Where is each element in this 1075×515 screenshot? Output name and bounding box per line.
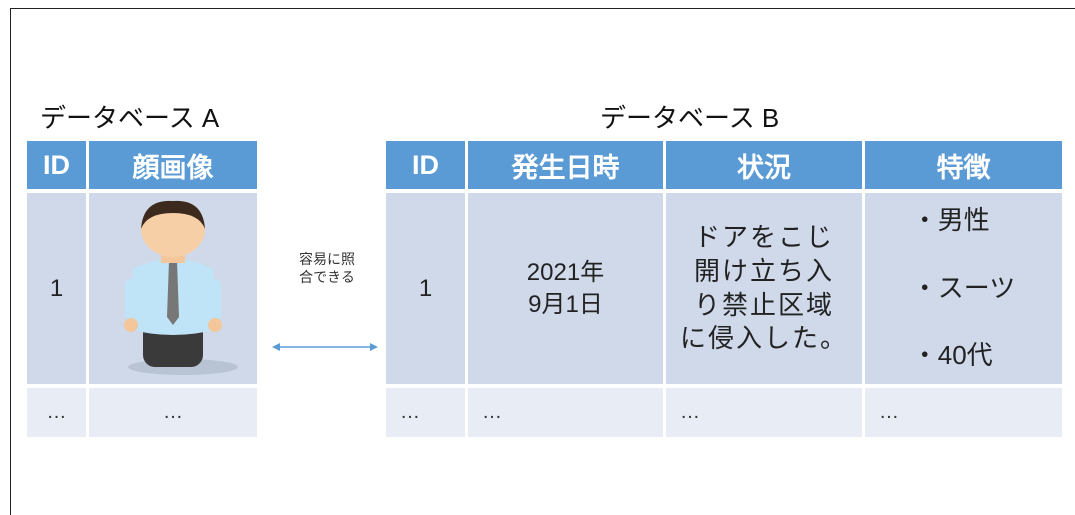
header-cell: 状況 bbox=[666, 141, 862, 189]
feature-item: ・スーツ bbox=[911, 272, 1016, 303]
cell: ドアをこじ 開け立ち入 り禁止区域 に侵入した。 bbox=[666, 193, 862, 384]
header-cell: 発生日時 bbox=[468, 141, 663, 189]
frame bbox=[10, 8, 1075, 515]
cell: … bbox=[666, 388, 862, 437]
cell: … bbox=[468, 388, 663, 437]
header-cell: 特徴 bbox=[865, 141, 1062, 189]
link-label: 容易に照 合できる bbox=[299, 251, 355, 286]
header-cell: 顔画像 bbox=[89, 141, 257, 189]
cell: 1 bbox=[27, 193, 86, 384]
db-a-title: データベース A bbox=[40, 103, 220, 133]
header-cell: ID bbox=[386, 141, 465, 189]
header-cell: ID bbox=[27, 141, 86, 189]
face-cell bbox=[89, 193, 257, 384]
cell: … bbox=[865, 388, 1062, 437]
cell: … bbox=[27, 388, 86, 437]
cell: … bbox=[89, 388, 257, 437]
person-icon bbox=[124, 200, 238, 375]
db-b-title: データベース B bbox=[600, 103, 780, 133]
cell: 2021年 9月1日 bbox=[468, 193, 663, 384]
feature-item: ・男性 bbox=[911, 205, 990, 236]
feature-cell: ・男性 ・スーツ ・40代 bbox=[865, 193, 1062, 384]
cell: 1 bbox=[386, 193, 465, 384]
double-arrow bbox=[272, 343, 378, 351]
feature-item: ・40代 bbox=[911, 340, 993, 371]
cell: … bbox=[386, 388, 465, 437]
